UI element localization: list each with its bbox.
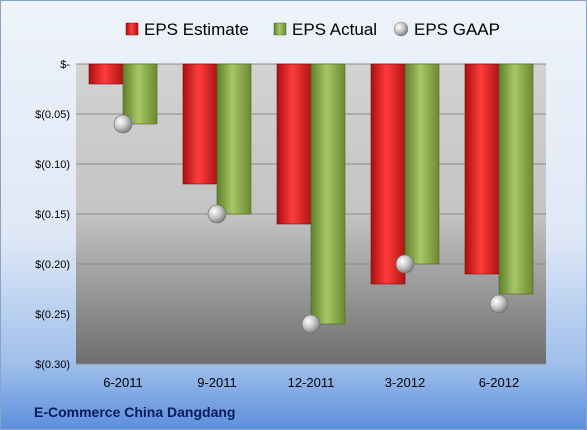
legend-item-actual: EPS Actual: [273, 20, 377, 39]
y-tick-label: $-: [60, 59, 70, 71]
legend-item-gaap: EPS GAAP: [393, 20, 500, 39]
x-tick-label: 6-2011: [103, 375, 143, 390]
gaap-marker: [301, 314, 321, 334]
bar-actual: [498, 63, 534, 295]
gaap-marker: [489, 294, 509, 314]
legend-label-estimate: EPS Estimate: [144, 20, 249, 39]
x-tick-label: 6-2012: [479, 375, 519, 390]
legend-swatch-estimate: [125, 22, 139, 36]
bar-estimate: [182, 63, 218, 185]
legend-label-gaap: EPS GAAP: [414, 20, 500, 39]
bar-actual: [216, 63, 252, 215]
y-tick-label: $(0.15): [35, 209, 70, 221]
bar-actual: [122, 63, 158, 125]
gaap-marker: [395, 254, 415, 274]
gaap-markers: [113, 114, 509, 334]
bar-actual: [310, 63, 346, 325]
y-tick-label: $(0.20): [35, 259, 70, 271]
bar-estimate: [464, 63, 500, 275]
x-axis-ticks: 6-2011 9-2011 12-2011 3-2012 6-2012: [103, 375, 519, 390]
x-tick-label: 12-2011: [288, 375, 335, 390]
y-tick-label: $(0.10): [35, 159, 70, 171]
bar-estimate: [276, 63, 312, 225]
y-tick-label: $(0.05): [35, 109, 70, 121]
legend-swatch-gaap: [393, 21, 409, 37]
legend-label-actual: EPS Actual: [292, 20, 377, 39]
bar-actual: [404, 63, 440, 265]
x-tick-label: 9-2011: [197, 375, 237, 390]
legend: EPS Estimate EPS Actual EPS GAAP: [125, 20, 500, 39]
bar-estimate: [88, 63, 124, 85]
bars: [88, 63, 534, 325]
y-tick-label: $(0.25): [35, 309, 70, 321]
y-axis-ticks: $- $(0.05) $(0.10) $(0.15) $(0.20) $(0.25) $(0…: [35, 59, 70, 371]
x-tick-label: 3-2012: [385, 375, 425, 390]
legend-swatch-actual: [273, 22, 287, 36]
bar-estimate: [370, 63, 406, 285]
gaap-marker: [207, 204, 227, 224]
chart-subtitle: E-Commerce China Dangdang: [34, 404, 235, 420]
legend-item-estimate: EPS Estimate: [125, 20, 249, 39]
gaap-marker: [113, 114, 133, 134]
y-tick-label: $(0.30): [35, 359, 70, 371]
